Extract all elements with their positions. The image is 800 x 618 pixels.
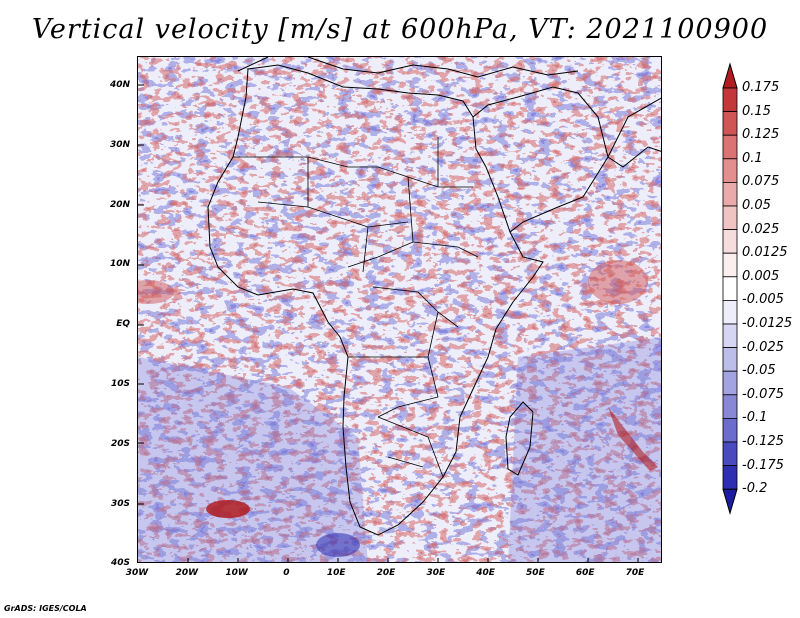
lon-label: 30E	[426, 568, 446, 578]
colorbar-label: -0.125	[742, 434, 784, 449]
lat-label: 30S	[110, 498, 130, 509]
lon-label: 50E	[526, 568, 545, 578]
colorbar-segment	[722, 158, 738, 183]
colorbar-min-extension	[722, 488, 738, 515]
lon-label: 20E	[376, 568, 396, 578]
lat-label: 40S	[110, 558, 130, 569]
map-panel	[137, 56, 662, 563]
lon-label: 0	[283, 568, 290, 578]
colorbar-segment	[722, 134, 738, 160]
colorbar-label: 0.0125	[742, 245, 788, 261]
colorbar-label: 0.05	[742, 198, 771, 213]
lon-label: 10W	[225, 568, 248, 578]
colorbar-segment	[722, 87, 738, 113]
colorbar-segment	[722, 229, 738, 254]
colorbar-segment	[722, 181, 738, 207]
colorbar-label: 0.15	[742, 103, 771, 119]
ascent-band-southwest-indian-ocean	[608, 407, 658, 471]
colorbar-label: 0.025	[742, 221, 780, 237]
lon-label: 20W	[175, 568, 199, 578]
colorbar-label: -0.175	[742, 457, 784, 473]
coastlines	[207, 57, 661, 536]
ascending-motion-texture	[138, 57, 661, 562]
colorbar-label: -0.0125	[742, 316, 793, 331]
colorbar-segment	[722, 347, 738, 372]
lon-label: 70E	[625, 568, 645, 578]
lat-label: 20N	[109, 199, 130, 210]
lon-label: 10E	[326, 568, 346, 578]
colorbar-segment	[722, 111, 738, 136]
colorbar-segment	[722, 299, 738, 325]
plot-title: Vertical velocity [m/s] at 600hPa, VT: 2…	[31, 14, 769, 45]
lat-label: 40N	[109, 80, 130, 90]
grads-credit: GrADS: IGES/COLA	[4, 604, 87, 613]
map-svg	[138, 57, 661, 562]
lon-label: 30W	[125, 568, 149, 578]
colorbar-label: -0.025	[742, 339, 784, 355]
colorbar-label: 0.1	[742, 150, 763, 166]
colorbar-segment	[722, 417, 738, 443]
colorbar-label: 0.005	[742, 268, 780, 284]
colorbar-label: 0.175	[742, 80, 780, 95]
lat-label: 30N	[109, 139, 130, 150]
intense-ascent-south-atlantic	[206, 500, 250, 518]
south-atlantic-descent	[138, 357, 368, 562]
lon-label: 60E	[575, 568, 595, 578]
colorbar-label: 0.125	[742, 127, 780, 143]
lat-label: EQ	[116, 319, 130, 330]
colorbar-segment	[722, 441, 738, 467]
colorbar-max-extension	[722, 62, 738, 89]
colorbar-label: -0.1	[742, 410, 768, 426]
colorbar-svg	[722, 62, 738, 515]
lat-label: 20S	[110, 438, 130, 449]
ascent-tropical-atlantic	[138, 280, 174, 304]
frame-ticks	[138, 84, 639, 562]
colorbar-segment	[722, 323, 738, 349]
descent-cape-basin	[316, 533, 360, 557]
colorbar-label: -0.2	[742, 481, 768, 497]
colorbar-label: -0.05	[742, 363, 776, 379]
colorbar-label: -0.005	[742, 292, 784, 308]
lon-label: 40E	[476, 568, 495, 578]
country-borders	[233, 137, 479, 478]
colorbar-label: -0.075	[742, 386, 784, 402]
ascent-arabian-sea	[588, 260, 648, 304]
lat-label: 10S	[110, 379, 130, 389]
colorbar-segment	[722, 276, 738, 301]
colorbar-label: 0.075	[742, 174, 780, 190]
south-indian-descent	[508, 337, 661, 562]
colorbar-segment	[722, 394, 738, 419]
colorbar-segment	[722, 252, 738, 278]
lat-label: 10N	[109, 259, 130, 270]
colorbar-segment	[722, 465, 738, 490]
colorbar-segment	[722, 205, 738, 231]
colorbar-segment	[722, 370, 738, 396]
